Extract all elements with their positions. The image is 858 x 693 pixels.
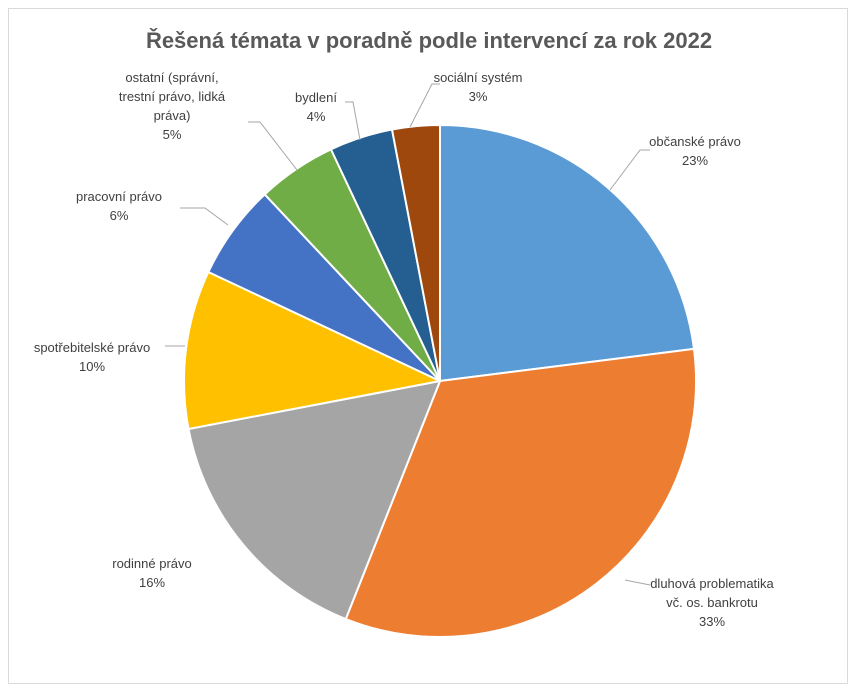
leader-line — [180, 207, 229, 226]
data-label: rodinné právo 16% — [112, 556, 192, 590]
leader-line — [248, 121, 298, 171]
data-label: spotřebitelské právo 10% — [34, 340, 150, 374]
pie-slice — [183, 270, 444, 431]
leader-line — [609, 149, 650, 191]
data-label: sociální systém 3% — [434, 70, 523, 104]
pie-slice — [439, 123, 696, 383]
chart-title: Řešená témata v poradně podle intervencí… — [145, 28, 713, 53]
data-label: dluhová problematika vč. os. bankrotu 33% — [650, 576, 774, 629]
pie-slice — [187, 379, 442, 621]
data-label: bydlení 4% — [295, 90, 337, 124]
data-label: ostatní (správní, trestní právo, lidká prá… — [119, 70, 226, 142]
leader-line — [345, 101, 361, 141]
pie-slice — [390, 123, 441, 382]
data-label: občanské právo 23% — [649, 134, 741, 168]
pie-slice — [344, 347, 697, 638]
leader-line — [409, 83, 440, 128]
data-label: pracovní právo 6% — [76, 189, 162, 223]
leader-line — [624, 579, 651, 586]
